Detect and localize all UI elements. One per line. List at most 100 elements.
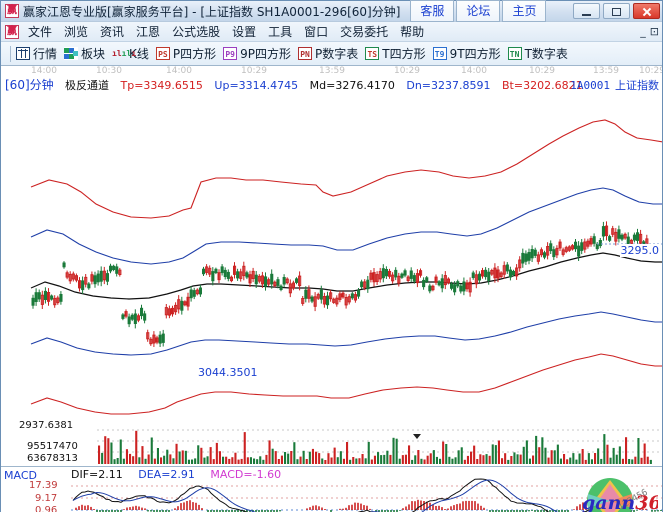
toolbar-button-p-number-table[interactable]: PN P数字表 <box>298 45 358 62</box>
macd-dif: DIF=2.11 <box>71 468 123 481</box>
toolbar-label-sectors: 板块 <box>81 47 106 61</box>
menu-item-gann[interactable]: 江恩 <box>136 25 161 39</box>
macd-legend: DIF=2.11 DEA=2.91 MACD=-1.60 <box>71 468 293 481</box>
customer-service-link[interactable]: 客服 <box>410 0 455 22</box>
symbol-name: 上证指数 <box>615 79 659 92</box>
toolbar-separator <box>10 45 11 62</box>
window-controls <box>573 3 660 19</box>
macd-axis-3: 0.96 <box>35 505 58 512</box>
indicator-up: Up=3314.4745 <box>214 79 299 92</box>
pn-tag-icon: PN <box>298 47 313 60</box>
logo-text-36: 36 <box>635 492 658 512</box>
time-tick: 14:00 <box>461 66 487 76</box>
mdi-window-controls: _ ⊡ <box>640 25 659 38</box>
indicator-dn: Dn=3237.8591 <box>406 79 491 92</box>
period-label: [60]分钟 <box>5 78 54 92</box>
menu-logo-icon: 赢 <box>5 24 19 39</box>
menu-item-trade[interactable]: 交易委托 <box>340 25 389 39</box>
t9-tag-icon: T9 <box>432 47 447 60</box>
titlebar: 赢 赢家江恩专业版[赢家服务平台] - [上证指数 SH1A0001-296[6… <box>1 0 662 22</box>
time-tick: 10:29 <box>394 66 420 76</box>
macd-svg <box>71 478 662 512</box>
chart-area[interactable]: [60]分钟 14:00 10:30 14:00 10:29 13:59 10:… <box>1 66 662 467</box>
macd-dea: DEA=2.91 <box>138 468 195 481</box>
toolbar: 行情 板块 ılılı K线 PS P四方形 P9 9P四方形 PN P数字表 … <box>1 42 662 66</box>
macd-title: MACD <box>4 469 37 482</box>
tn-tag-icon: TN <box>507 47 522 60</box>
macd-macd: MACD=-1.60 <box>210 468 282 481</box>
toolbar-button-p-square[interactable]: PS P四方形 <box>155 45 217 62</box>
level-price-tag: 3044.3501 <box>197 366 259 379</box>
menubar: 赢 文件 浏览 资讯 江恩 公式选股 设置 工具 窗口 交易委托 帮助 _ ⊡ <box>1 22 662 42</box>
time-tick: 10:29 <box>241 66 267 76</box>
toolbar-button-quotes[interactable]: 行情 <box>16 45 57 62</box>
time-tick: 14:00 <box>31 66 57 76</box>
toolbar-label-kline: K线 <box>129 47 149 61</box>
time-tick: 13:59 <box>319 66 345 76</box>
toolbar-label-9p-square: 9P四方形 <box>240 47 292 61</box>
volume-chart-svg <box>97 429 662 464</box>
menu-item-tools[interactable]: 工具 <box>268 25 293 39</box>
minimize-button[interactable] <box>573 3 600 19</box>
app-logo-icon: 赢 <box>5 4 19 18</box>
symbol-legend: 1A0001 上证指数 <box>570 77 659 93</box>
toolbar-label-t-square: T四方形 <box>382 47 426 61</box>
macd-axis-2: 9.17 <box>35 493 58 504</box>
ps-tag-icon: PS <box>155 47 170 60</box>
time-axis: 14:00 10:30 14:00 10:29 13:59 10:29 14:0… <box>1 66 662 77</box>
logo-text-gann: gann <box>582 492 636 512</box>
price-axis-min-label: 2937.6381 <box>19 420 74 431</box>
mdi-restore-button[interactable]: ⊡ <box>649 25 659 38</box>
ts-tag-icon: TS <box>365 47 380 60</box>
homepage-link[interactable]: 主页 <box>502 0 547 22</box>
close-button[interactable] <box>633 3 660 19</box>
macd-panel[interactable]: MACD DIF=2.11 DEA=2.91 MACD=-1.60 17.39 … <box>1 467 662 512</box>
price-chart-svg <box>30 119 662 415</box>
toolbar-button-9t-square[interactable]: T9 9T四方形 <box>432 45 501 62</box>
menu-item-browse[interactable]: 浏览 <box>64 25 89 39</box>
time-tick: 13:59 <box>593 66 619 76</box>
menu-item-news[interactable]: 资讯 <box>100 25 125 39</box>
grid-icon <box>16 47 30 60</box>
menu-item-settings[interactable]: 设置 <box>232 25 257 39</box>
time-tick: 10:29 <box>639 66 662 76</box>
volume-axis-label-top: 95517470 <box>27 441 78 452</box>
menu-item-window[interactable]: 窗口 <box>304 25 329 39</box>
time-tick: 10:30 <box>96 66 122 76</box>
time-tick: 10:29 <box>529 66 555 76</box>
toolbar-button-sectors[interactable]: 板块 <box>64 45 105 62</box>
macd-axis-1: 17.39 <box>29 480 58 491</box>
menu-item-help[interactable]: 帮助 <box>400 25 425 39</box>
mdi-minimize-button[interactable]: _ <box>640 25 646 38</box>
toolbar-label-p-square: P四方形 <box>172 47 217 61</box>
time-tick: 14:00 <box>166 66 192 76</box>
toolbar-button-9p-square[interactable]: P9 9P四方形 <box>223 45 291 62</box>
maximize-button[interactable] <box>603 3 630 19</box>
toolbar-label-t-number-table: T数字表 <box>524 47 568 61</box>
forum-link[interactable]: 论坛 <box>456 0 501 22</box>
toolbar-button-t-square[interactable]: TS T四方形 <box>365 45 426 62</box>
blocks-icon <box>64 47 79 60</box>
bar-position-marker <box>413 434 421 439</box>
indicator-name: 极反通道 <box>65 79 109 92</box>
toolbar-label-p-number-table: P数字表 <box>315 47 359 61</box>
indicator-tp: Tp=3349.6515 <box>120 79 203 92</box>
menu-item-formula-screen[interactable]: 公式选股 <box>172 25 221 39</box>
gann36-logo: 123456 gann36 <box>574 476 658 512</box>
indicator-legend: 极反通道 Tp=3349.6515 Up=3314.4745 Md=3276.4… <box>65 77 591 92</box>
toolbar-button-kline[interactable]: ılılı K线 <box>112 45 149 62</box>
title-links: 客服 论坛 主页 <box>410 0 547 22</box>
toolbar-button-t-number-table[interactable]: TN T数字表 <box>507 45 568 62</box>
symbol-code: 1A0001 <box>570 79 610 92</box>
candlestick-icon: ılılı <box>112 49 137 58</box>
volume-axis-label-bot: 31839157 <box>27 465 78 466</box>
menu-item-file[interactable]: 文件 <box>28 25 53 39</box>
volume-axis-label-mid: 63678313 <box>27 453 78 464</box>
toolbar-label-quotes: 行情 <box>33 47 58 61</box>
indicator-bt: Bt=3202.6821 <box>502 79 583 92</box>
p9-tag-icon: P9 <box>223 47 238 60</box>
window-title: 赢家江恩专业版[赢家服务平台] - [上证指数 SH1A0001-296[60]… <box>23 4 401 19</box>
indicator-md: Md=3276.4170 <box>309 79 395 92</box>
current-price-tag: 3295.0 <box>619 244 660 257</box>
toolbar-label-9t-square: 9T四方形 <box>449 47 501 61</box>
